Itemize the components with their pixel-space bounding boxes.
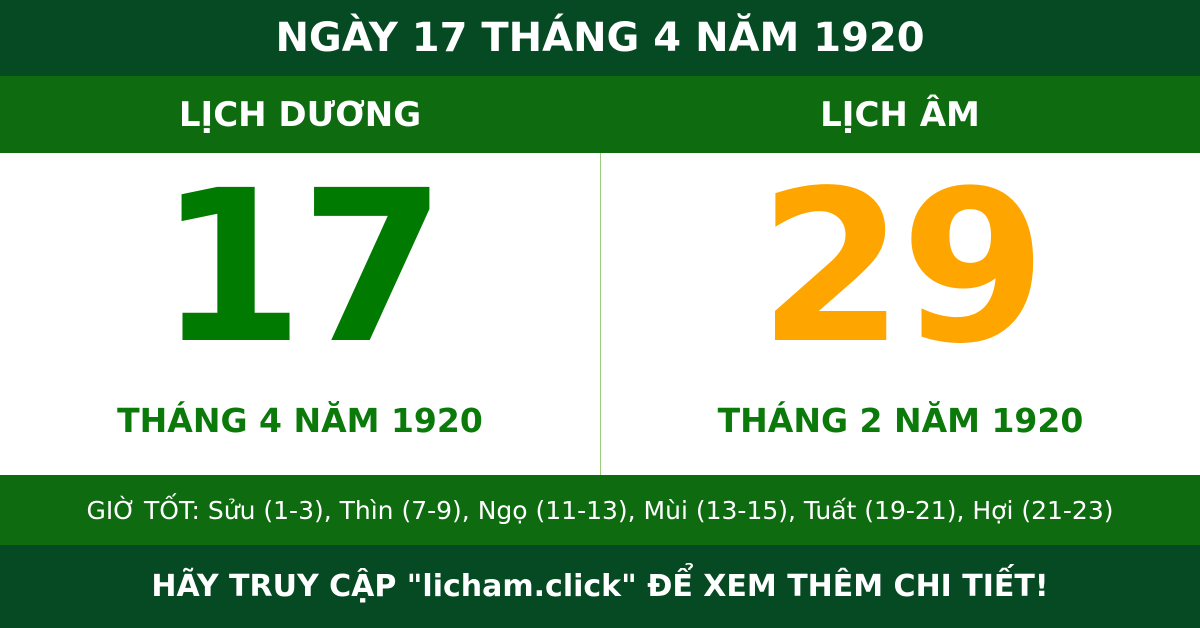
lunar-column: 29 THÁNG 2 NĂM 1920 <box>600 153 1200 475</box>
calendar-panel: 17 THÁNG 4 NĂM 1920 29 THÁNG 2 NĂM 1920 <box>0 153 1200 475</box>
good-hours: GIỜ TỐT: Sửu (1-3), Thìn (7-9), Ngọ (11-… <box>0 475 1200 545</box>
lunar-month-year: THÁNG 2 NĂM 1920 <box>717 401 1084 440</box>
solar-day: 17 <box>157 145 446 390</box>
solar-month-year: THÁNG 4 NĂM 1920 <box>117 401 483 440</box>
footer-cta: HÃY TRUY CẬP "licham.click" ĐỂ XEM THÊM … <box>0 545 1200 628</box>
column-headers: LỊCH DƯƠNG LỊCH ÂM <box>0 76 1200 153</box>
solar-header: LỊCH DƯƠNG <box>178 94 422 135</box>
lunar-header: LỊCH ÂM <box>820 94 980 135</box>
solar-column: 17 THÁNG 4 NĂM 1920 <box>0 153 600 475</box>
lunar-day: 29 <box>758 145 1046 390</box>
page-title: NGÀY 17 THÁNG 4 NĂM 1920 <box>0 0 1200 76</box>
